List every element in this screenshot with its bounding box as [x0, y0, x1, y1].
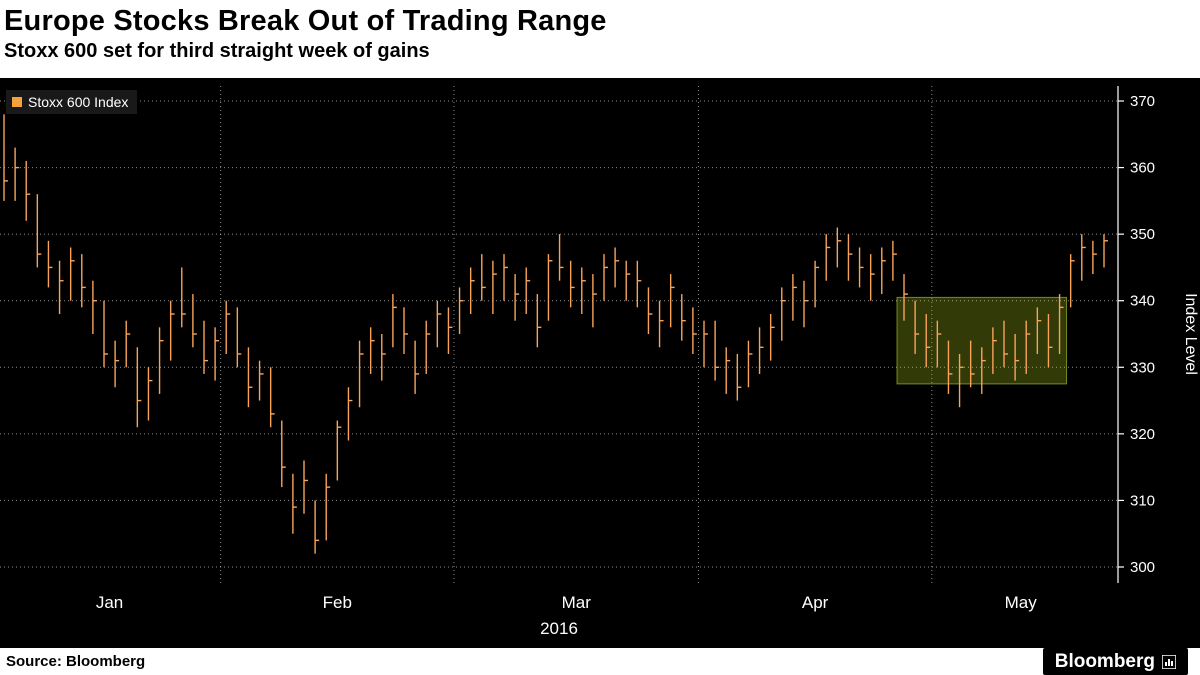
chart-bars-icon	[1162, 654, 1176, 669]
svg-text:Apr: Apr	[802, 593, 829, 612]
svg-text:320: 320	[1130, 426, 1155, 443]
bloomberg-logo-text: Bloomberg	[1054, 650, 1155, 672]
chart-header: Europe Stocks Break Out of Trading Range…	[0, 0, 1200, 78]
chart-area: Stoxx 600 Index 300 310 320 330 340 350 360 370…	[0, 78, 1200, 648]
svg-text:May: May	[1005, 593, 1038, 612]
svg-text:360: 360	[1130, 160, 1155, 177]
legend: Stoxx 600 Index	[6, 90, 138, 114]
svg-text:2016: 2016	[540, 619, 578, 638]
chart-title: Europe Stocks Break Out of Trading Range	[4, 5, 607, 37]
svg-text:310: 310	[1130, 492, 1155, 509]
svg-text:340: 340	[1130, 293, 1155, 310]
bloomberg-logo: Bloomberg	[1042, 648, 1188, 675]
legend-label: Stoxx 600 Index	[28, 94, 129, 110]
svg-text:Index Level: Index Level	[1182, 293, 1199, 375]
svg-text:Feb: Feb	[323, 593, 352, 612]
svg-text:Jan: Jan	[96, 593, 123, 612]
source-credit: Source: Bloomberg	[6, 653, 146, 670]
svg-text:370: 370	[1130, 93, 1155, 110]
svg-text:Mar: Mar	[562, 593, 592, 612]
svg-text:330: 330	[1130, 359, 1155, 376]
svg-text:350: 350	[1130, 226, 1155, 243]
chart-subtitle: Stoxx 600 set for third straight week of…	[4, 40, 430, 62]
svg-text:300: 300	[1130, 559, 1155, 576]
chart-footer: Source: Bloomberg Bloomberg	[0, 648, 1200, 675]
legend-swatch-icon	[12, 97, 22, 107]
price-chart-canvas: 300 310 320 330 340 350 360 370 Jan Feb Mar Apr May 2…	[0, 86, 1199, 638]
